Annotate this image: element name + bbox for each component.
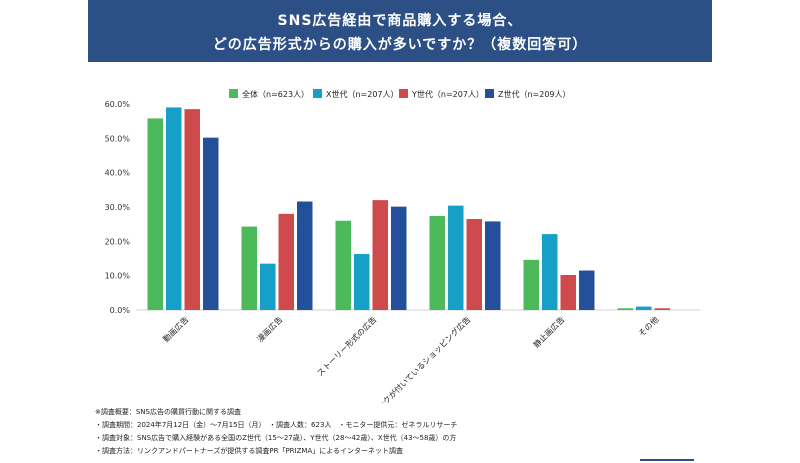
bar-chart: 0.0% 10.0% 20.0% 30.0% 40.0% 50.0% 60.0% 動画広告 漫画… [105, 89, 700, 403]
bar [203, 137, 219, 310]
bar [485, 221, 501, 310]
bar [617, 308, 633, 310]
category-label: その他 [636, 314, 660, 338]
bar [184, 109, 200, 311]
bar [166, 107, 182, 310]
chart-card: 0.0% 10.0% 20.0% 30.0% 40.0% 50.0% 60.0% 動画広告 漫画… [88, 62, 712, 403]
y-tick-label: 40.0% [105, 169, 131, 178]
bar [466, 219, 482, 310]
bar [278, 213, 294, 310]
survey-note-line: ※調査概要：SNS広告の購買行動に関する調査 [95, 408, 241, 416]
bar [335, 220, 351, 310]
bar [542, 234, 558, 310]
survey-note-line: ・調査期間：2024年7月12日（金）〜7月15日（月） ・調査人数：623人 … [95, 421, 458, 429]
bar [448, 205, 464, 310]
chart-title-line1: SNS広告経由で商品購入する場合、 [277, 13, 523, 29]
y-tick-label: 20.0% [105, 237, 131, 246]
y-tick-label: 50.0% [105, 134, 131, 143]
bar [372, 200, 388, 310]
footer-accent-bar [640, 459, 694, 461]
chart-title-line2: どの広告形式からの購入が多いですか？（複数回答可） [212, 37, 588, 53]
legend-swatch [399, 89, 408, 98]
y-tick-label: 30.0% [105, 203, 131, 212]
survey-note-line: ・調査対象：SNS広告で購入経験がある全国のZ世代（15〜27歳）、Y世代（28… [95, 434, 457, 442]
y-tick-label: 10.0% [105, 272, 131, 281]
bar [391, 206, 407, 310]
survey-note-line: ・調査方法：リンクアンドパートナーズが提供する調査PR「PRIZMA」によるイン… [95, 447, 404, 455]
legend-swatch [485, 89, 494, 98]
y-tick-label: 60.0% [105, 100, 131, 109]
bar [636, 306, 652, 310]
bar [354, 254, 370, 310]
legend-swatch [313, 89, 322, 98]
category-label: 漫画広告 [255, 314, 285, 344]
bar [560, 274, 576, 310]
legend-label: Y世代（n=207人） [411, 89, 484, 99]
y-tick-label: 0.0% [110, 306, 131, 315]
bar [654, 308, 670, 310]
category-label: 静止画広告 [531, 314, 566, 349]
legend-label: 全体（n=623人） [242, 89, 309, 99]
bar [297, 201, 313, 310]
survey-notes: ※調査概要：SNS広告の購買行動に関する調査 ・調査期間：2024年7月12日（… [88, 403, 712, 463]
legend-label: X世代（n=207人） [326, 89, 399, 99]
bar [429, 215, 445, 310]
bar [241, 226, 257, 310]
legend-label: Z世代（n=209人） [498, 89, 571, 99]
bar [523, 259, 539, 310]
category-label: 動画広告 [161, 314, 191, 344]
chart-header: SNS広告経由で商品購入する場合、 どの広告形式からの購入が多いですか？（複数回… [88, 0, 712, 62]
bar [579, 270, 595, 310]
bar [260, 263, 276, 310]
category-label: ストーリー形式の広告 [315, 314, 379, 378]
bar [147, 118, 163, 310]
legend-swatch [229, 89, 238, 98]
